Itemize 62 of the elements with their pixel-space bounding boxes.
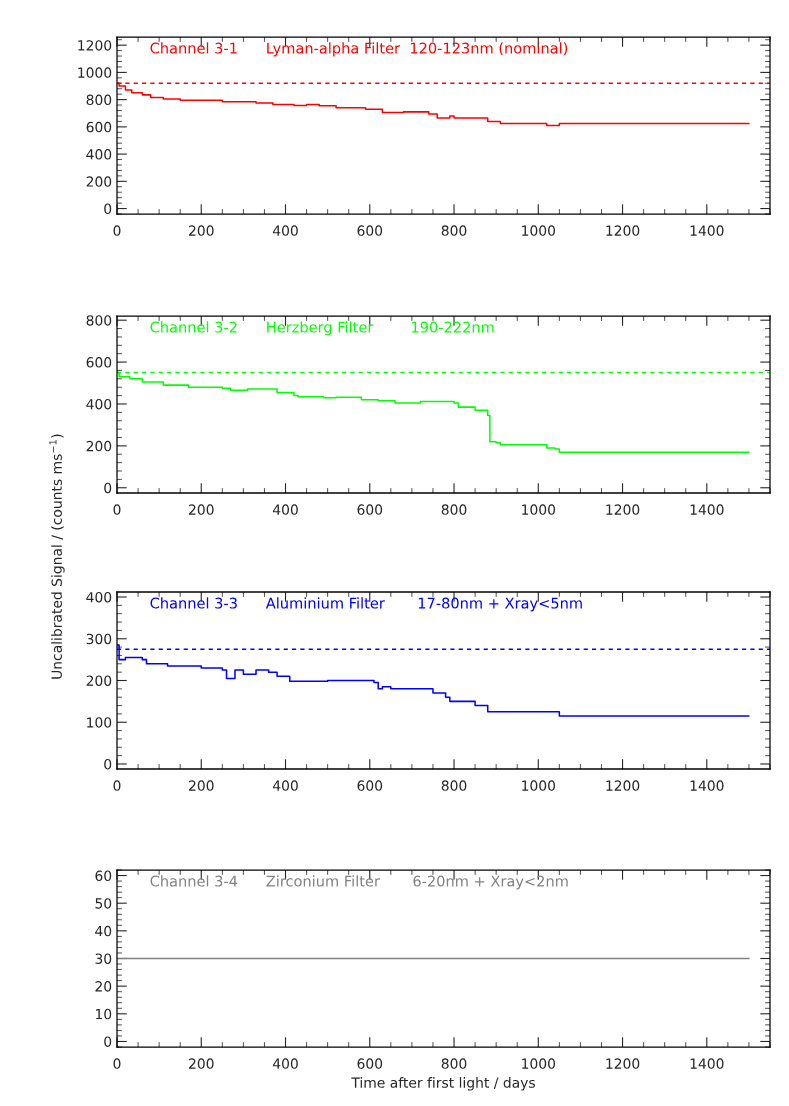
y-tick-label: 50 — [95, 898, 112, 909]
x-tick-label: 200 — [189, 1058, 214, 1069]
x-tick-label: 800 — [441, 780, 467, 791]
chart-title: Channel 3-1 Lyman-alpha Filter 120-123nm (nominal) — [150, 42, 568, 57]
x-tick-label: 1000 — [522, 1058, 556, 1069]
y-tick-label: 0 — [104, 482, 112, 494]
y-tick-label: 0 — [104, 203, 112, 215]
x-tick-label: 1200 — [606, 1058, 640, 1069]
y-tick-label: 1200 — [78, 40, 112, 51]
x-tick-label: 1400 — [690, 225, 724, 236]
y-tick-label: 0 — [104, 1036, 112, 1047]
x-tick-label: 1000 — [522, 780, 556, 791]
y-tick-label: 800 — [86, 94, 112, 106]
x-tick-label: 400 — [272, 780, 298, 791]
x-tick-label: 1400 — [690, 504, 724, 515]
y-axis-title: Uncalibrated Signal / (counts ms$^{−1}$) — [49, 434, 65, 679]
x-tick-label: 1200 — [606, 504, 640, 515]
x-tick-label: 400 — [272, 504, 298, 515]
x-tick-label: 600 — [357, 225, 383, 236]
y-tick-label: 300 — [86, 633, 112, 645]
y-tick-label: 400 — [86, 591, 112, 603]
x-tick-label: 1200 — [606, 225, 640, 236]
y-tick-label: 100 — [87, 717, 112, 728]
x-tick-label: 0 — [113, 1058, 121, 1069]
x-tick-label: 0 — [113, 780, 121, 791]
x-tick-label: 1400 — [690, 1058, 724, 1069]
y-tick-label: 200 — [86, 176, 112, 187]
x-tick-label: 400 — [272, 225, 298, 236]
x-tick-label: 1200 — [606, 780, 640, 791]
chart-title: Channel 3-3 Aluminium Filter 17-80nm + Xray<5nm — [150, 597, 582, 612]
x-tick-label: 200 — [189, 504, 214, 515]
y-tick-label: 200 — [86, 440, 112, 452]
x-axis-title: Time after first light / days — [351, 1077, 535, 1091]
y-tick-label: 60 — [95, 870, 112, 882]
y-tick-label: 400 — [86, 398, 112, 410]
y-tick-label: 800 — [86, 315, 112, 326]
y-tick-label: 30 — [95, 953, 112, 964]
y-tick-label: 600 — [86, 121, 112, 133]
x-tick-label: 800 — [441, 1058, 467, 1069]
x-tick-label: 200 — [189, 225, 214, 236]
x-tick-label: 0 — [113, 225, 121, 236]
x-tick-label: 600 — [357, 1058, 383, 1069]
x-tick-label: 600 — [357, 504, 383, 515]
x-tick-label: 1000 — [522, 225, 556, 236]
x-tick-label: 0 — [113, 504, 121, 515]
x-tick-label: 400 — [272, 1058, 298, 1069]
x-tick-label: 600 — [357, 780, 383, 791]
y-tick-label: 20 — [95, 981, 112, 992]
x-tick-label: 800 — [441, 504, 467, 515]
y-tick-label: 0 — [104, 758, 112, 770]
x-tick-label: 200 — [189, 780, 214, 791]
y-tick-label: 200 — [86, 675, 112, 686]
chart-title: Channel 3-2 Herzberg Filter 190-222nm — [150, 321, 494, 336]
x-tick-label: 800 — [441, 225, 467, 236]
y-tick-label: 600 — [86, 357, 112, 368]
x-tick-label: 1400 — [690, 780, 724, 791]
x-tick-label: 1000 — [522, 504, 556, 515]
chart-title: Channel 3-4 Zirconium Filter 6-20nm + Xray<2nm — [150, 875, 568, 890]
y-tick-label: 400 — [86, 149, 112, 160]
y-tick-label: 40 — [95, 925, 112, 937]
y-tick-label: 10 — [95, 1008, 112, 1020]
y-tick-label: 1000 — [78, 67, 112, 78]
